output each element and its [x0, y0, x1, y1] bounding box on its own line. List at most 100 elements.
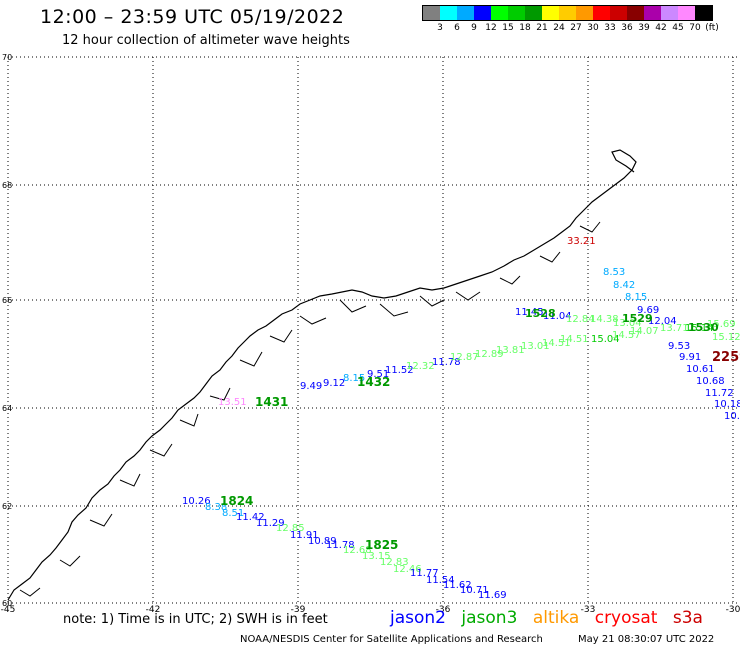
wave-height-label: 14.07: [630, 326, 659, 337]
wave-height-label: 9.12: [323, 378, 345, 389]
color-scale-label: 27: [570, 23, 582, 33]
latitude-tick-label: 62: [2, 502, 12, 511]
color-scale-swatch: [678, 6, 695, 20]
color-scale-label: 45: [672, 23, 684, 33]
wave-height-label: 10.89: [308, 536, 337, 547]
wave-height-label: 12.32: [406, 361, 435, 372]
latitude-tick-label: 66: [2, 296, 12, 305]
wave-height-label: 13.71: [660, 323, 689, 334]
color-scale-swatch: [474, 6, 491, 20]
color-scale-label: 30: [587, 23, 599, 33]
color-scale-unit: (ft): [705, 23, 719, 33]
wave-height-label: 11.78: [326, 540, 355, 551]
longitude-tick-label: -36: [436, 605, 451, 615]
color-scale-label: 6: [454, 23, 460, 33]
lat-lon-grid: -45 -42 -39 -36 -33 -30 70 68 66 64 62 60: [1, 53, 740, 615]
latitude-tick-label: 68: [2, 181, 12, 190]
pass-time-label: 1825: [365, 538, 398, 552]
wave-height-label: 33.21: [567, 236, 596, 247]
color-scale-bar: 3 6 9 12 15 18 21 24 27 30 33 36 39 42 45 70 (ft): [422, 5, 719, 33]
map-title: 12:00 – 23:59 UTC 05/19/2022: [40, 6, 345, 28]
wave-height-label: 14.57: [612, 330, 641, 341]
color-scale-swatch: [610, 6, 627, 20]
legend-jason2: jason2: [390, 608, 446, 628]
color-scale-label: 21: [536, 23, 548, 33]
legend-altika: altika: [532, 608, 580, 628]
legend-jason3: jason3: [461, 608, 518, 628]
color-scale-labels: 3 6 9 12 15 18 21 24 27 30 33 36 39 42 45 70 (ft): [422, 21, 719, 33]
wave-height-label: 13.04: [613, 318, 642, 329]
wave-height-label: 14.51: [560, 334, 589, 345]
latitude-tick-label: 70: [2, 53, 12, 62]
wave-height-label: 12.68: [343, 545, 372, 556]
wave-height-label: 15.14: [685, 323, 714, 334]
color-scale-swatch: [576, 6, 593, 20]
wave-height-label: 9.49: [300, 381, 322, 392]
pass-time-label: 1530: [688, 321, 719, 334]
pass-time-label: 1432: [357, 375, 390, 389]
wave-height-label: 8.42: [613, 280, 635, 291]
color-scale-label: 36: [621, 23, 633, 33]
color-scale-swatch: [559, 6, 576, 20]
wave-height-label: 14.38: [590, 314, 619, 325]
color-scale-swatch: [661, 6, 678, 20]
wave-height-label: 8.51: [222, 508, 244, 519]
wave-height-label: 12.46: [393, 564, 422, 575]
latitude-tick-label: 60: [2, 599, 12, 608]
color-scale-label: 24: [553, 23, 565, 33]
footer-note: note: 1) Time is in UTC; 2) SWH is in fe…: [63, 612, 328, 627]
wave-height-label: 13.15: [362, 551, 391, 562]
wave-height-label: 13.51: [218, 397, 247, 408]
pass-time-label: 2259: [712, 350, 740, 365]
color-scale-swatch: [644, 6, 661, 20]
wave-height-label: 11.78: [432, 357, 461, 368]
longitude-tick-label: -30: [726, 605, 740, 615]
legend-s3a: s3a: [672, 608, 703, 628]
wave-height-label: 11.29: [256, 518, 285, 529]
color-scale-swatch: [542, 6, 559, 20]
wave-height-label: 10.3: [724, 411, 740, 422]
satellite-legend: jason2 jason3 altika cryosat s3a: [390, 608, 713, 628]
color-scale-label: 33: [604, 23, 616, 33]
pass-time-label: 1528: [525, 307, 556, 320]
wave-height-label: 10.26: [182, 496, 211, 507]
color-scale-swatch: [423, 6, 440, 20]
color-scale-label: 39: [638, 23, 650, 33]
color-scale-swatch: [525, 6, 542, 20]
wave-height-label: 14.51: [542, 338, 571, 349]
color-scale-swatch: [491, 6, 508, 20]
map-frame-background: [8, 57, 740, 607]
longitude-tick-label: -39: [291, 605, 306, 615]
legend-cryosat: cryosat: [594, 608, 658, 628]
longitude-tick-label: -45: [1, 605, 16, 615]
wave-height-label: 15.12: [712, 332, 740, 343]
wave-height-label: 12.85: [276, 523, 305, 534]
wave-height-label: 11.72: [705, 388, 734, 399]
wave-height-label: 11.52: [385, 365, 414, 376]
wave-height-label: 12.89: [475, 349, 504, 360]
wave-height-label: 8.15: [625, 292, 647, 303]
wave-height-label: 12.83: [380, 557, 409, 568]
wave-height-label: 13.01: [521, 341, 550, 352]
wave-height-label: 11.77: [410, 568, 439, 579]
wave-height-label: 11.45: [515, 307, 544, 318]
wave-height-label: 9.91: [679, 352, 701, 363]
color-scale-label: 12: [485, 23, 497, 33]
wave-height-label: 11.42: [236, 512, 265, 523]
wave-height-label: 11.04: [543, 311, 572, 322]
wave-height-label: 10.61: [686, 364, 715, 375]
wave-height-label: 15.04: [591, 334, 620, 345]
map-subtitle: 12 hour collection of altimeter wave hei…: [62, 33, 350, 48]
greenland-coastline-detail: [19, 221, 601, 597]
color-scale-swatch: [508, 6, 525, 20]
wave-height-label: 12.87: [450, 352, 479, 363]
longitude-tick-label: -33: [581, 605, 596, 615]
wave-height-label: 10.18: [714, 399, 740, 410]
wave-height-label: 10.71: [460, 585, 489, 596]
color-scale-swatch: [440, 6, 457, 20]
pass-time-label: 1824: [220, 494, 253, 508]
color-scale-label: 42: [655, 23, 667, 33]
wave-height-label: 11.62: [443, 580, 472, 591]
wave-height-label: 11.54: [426, 575, 455, 586]
